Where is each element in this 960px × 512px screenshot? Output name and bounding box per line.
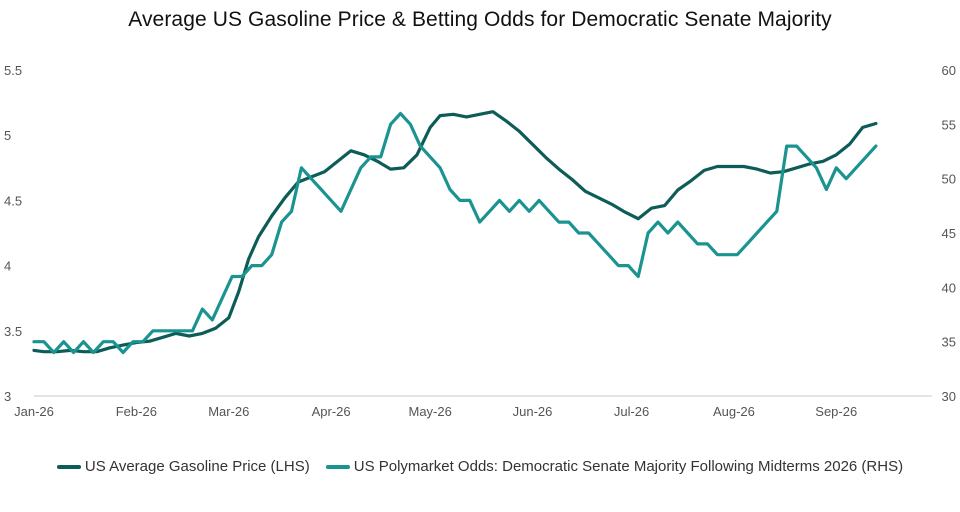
legend-item-gasoline: US Average Gasoline Price (LHS)	[56, 458, 310, 475]
right-y-tick-label: 30	[942, 389, 956, 404]
x-tick-label: Sep-26	[815, 404, 857, 419]
legend: US Average Gasoline Price (LHS) US Polym…	[0, 458, 960, 475]
x-tick-label: Jun-26	[513, 404, 553, 419]
right-y-tick-label: 50	[942, 172, 956, 187]
series-lines	[32, 110, 878, 355]
x-tick-label: Jan-26	[14, 404, 54, 419]
x-axis: Jan-26 Feb-26 Mar-26 Apr-26 May-26 Jun-26 Jul-…	[14, 404, 857, 419]
x-tick-label: Aug-26	[713, 404, 755, 419]
legend-label-polymarket: US Polymarket Odds: Democratic Senate Ma…	[353, 458, 904, 475]
left-y-tick-label: 5	[4, 128, 11, 143]
left-y-tick-label: 3.5	[4, 324, 22, 339]
right-y-tick-label: 55	[942, 117, 956, 132]
x-tick-label: Feb-26	[116, 404, 157, 419]
chart-title: Average US Gasoline Price & Betting Odds…	[128, 8, 832, 31]
right-y-tick-label: 35	[942, 335, 956, 350]
right-y-tick-label: 60	[942, 63, 956, 78]
series-line-polymarket	[32, 111, 878, 355]
series-line-gasoline	[32, 110, 878, 354]
left-y-axis: 3 3.5 4 4.5 5 5.5	[4, 63, 22, 404]
right-y-tick-label: 45	[942, 226, 956, 241]
left-y-tick-label: 4	[4, 259, 11, 274]
legend-swatch-polymarket	[325, 464, 350, 469]
left-y-tick-label: 5.5	[4, 63, 22, 78]
left-y-tick-label: 3	[4, 389, 11, 404]
legend-swatch-gasoline	[56, 464, 81, 469]
x-tick-label: Mar-26	[208, 404, 249, 419]
x-tick-label: Apr-26	[312, 404, 351, 419]
left-y-tick-label: 4.5	[4, 193, 22, 208]
x-tick-label: May-26	[408, 404, 451, 419]
legend-item-polymarket: US Polymarket Odds: Democratic Senate Ma…	[325, 458, 904, 475]
right-y-tick-label: 40	[942, 280, 956, 295]
legend-label-gasoline: US Average Gasoline Price (LHS)	[84, 458, 310, 475]
x-tick-label: Jul-26	[614, 404, 649, 419]
right-y-axis: 30 35 40 45 50 55 60	[942, 63, 956, 404]
